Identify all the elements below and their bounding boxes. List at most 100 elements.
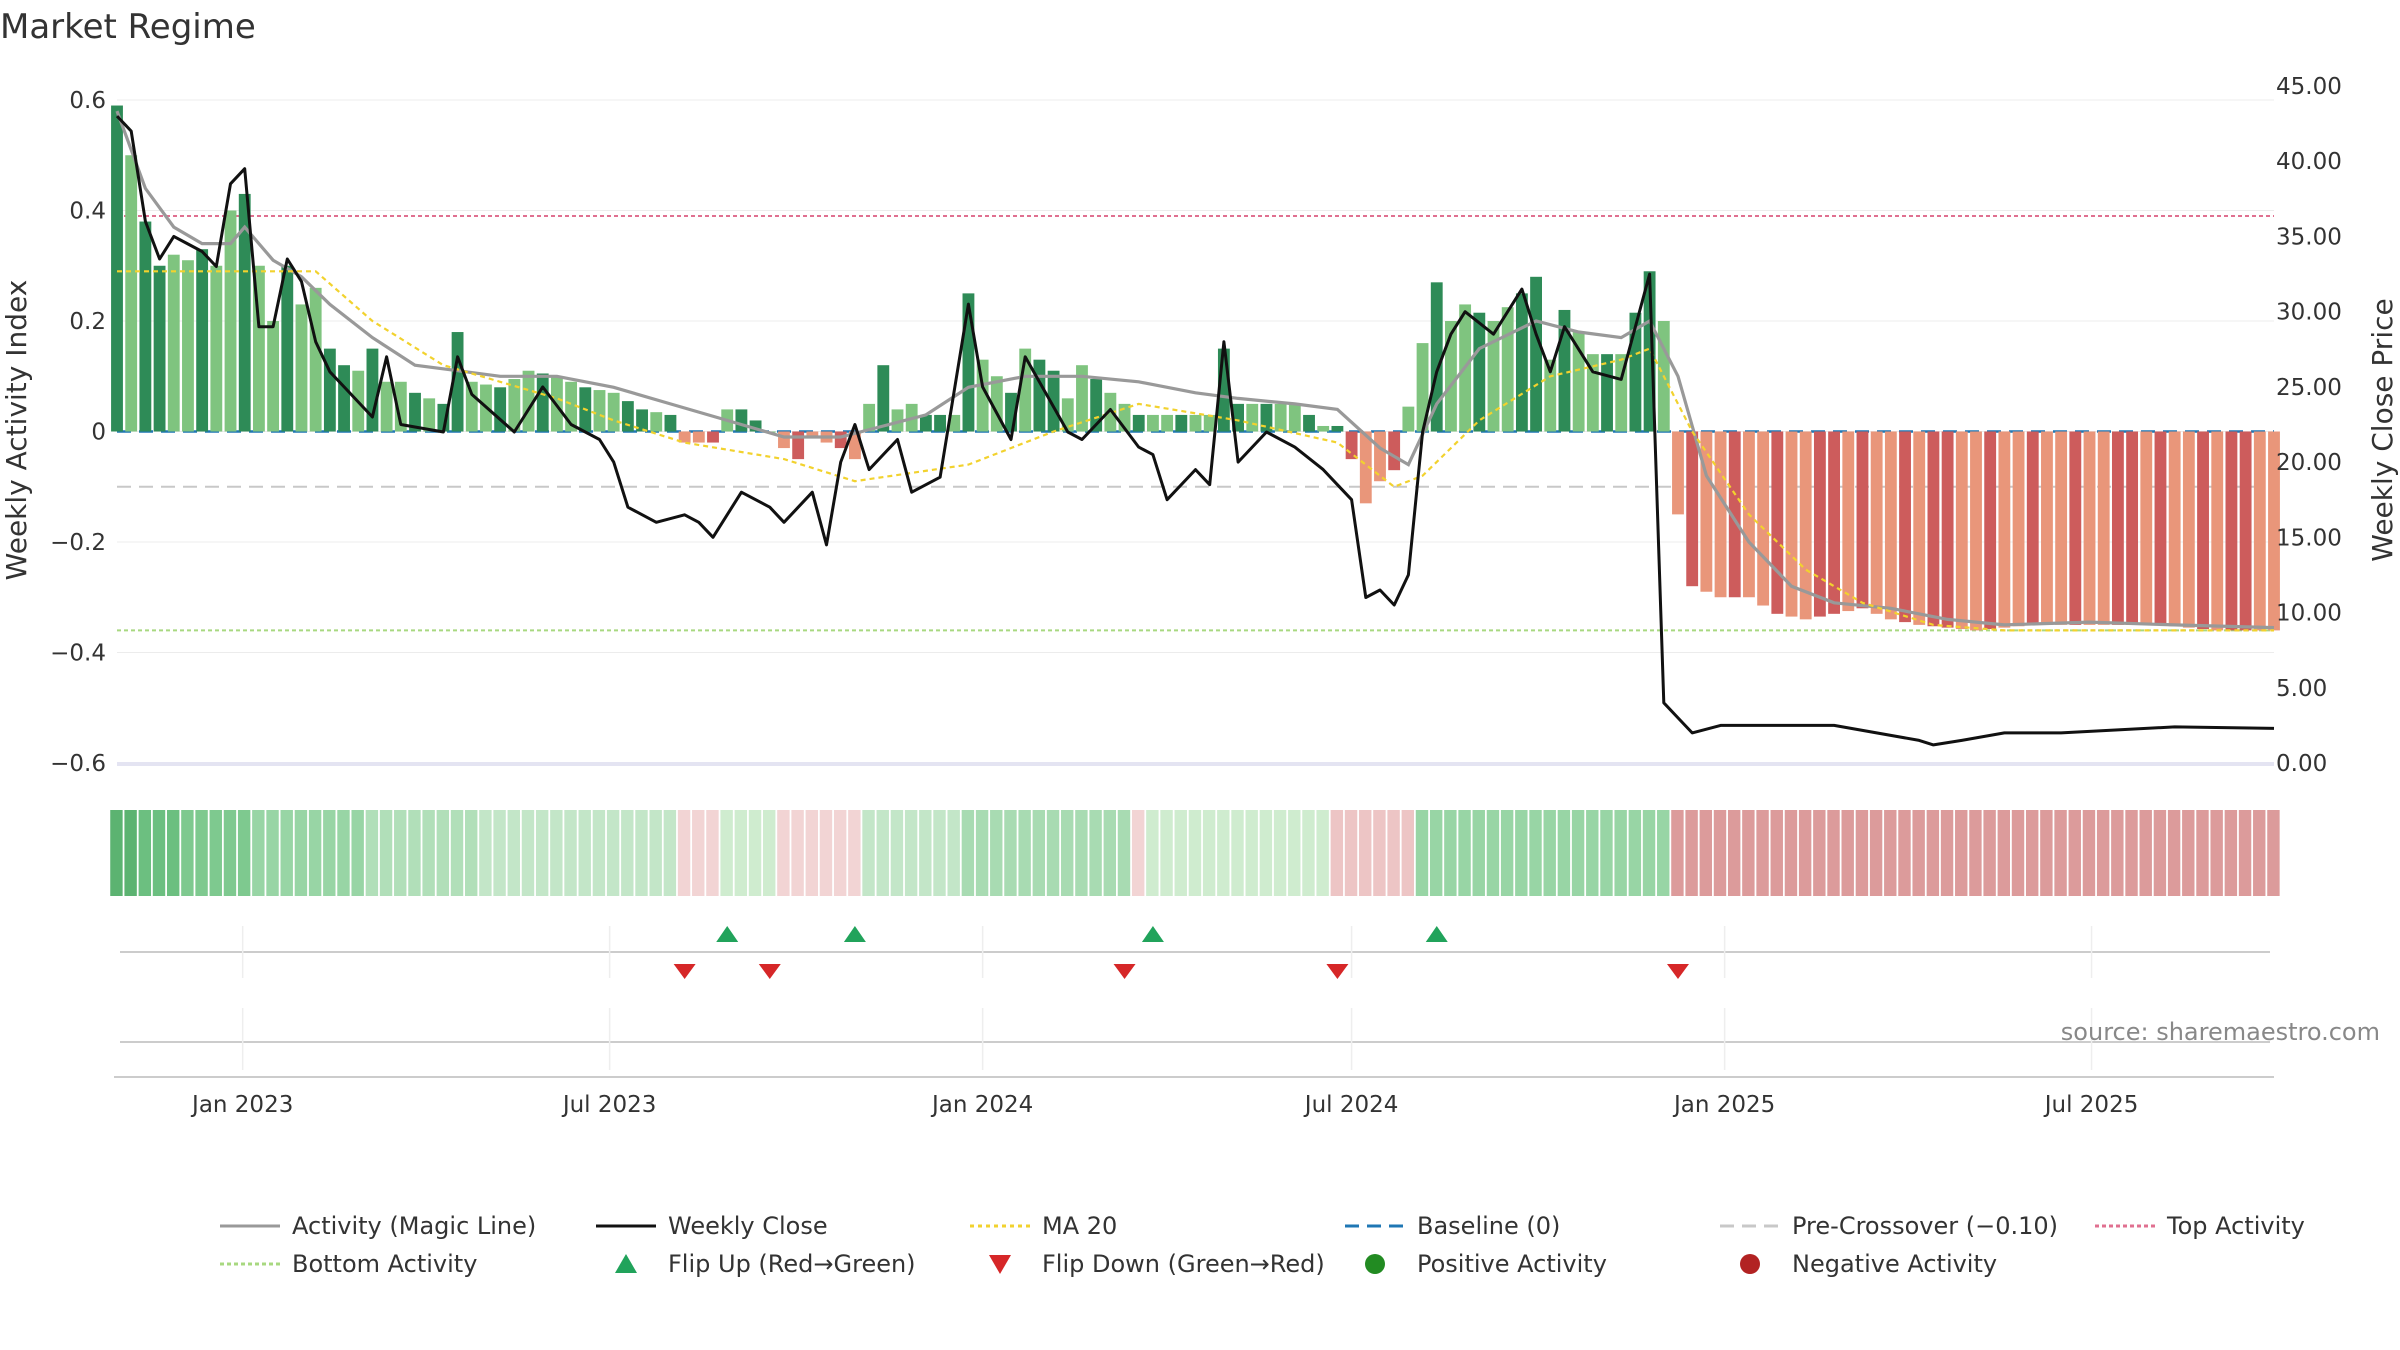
activity-bar xyxy=(1785,431,1798,617)
regime-cell xyxy=(1429,810,1443,896)
activity-bar xyxy=(1544,359,1557,432)
regime-cell xyxy=(890,810,904,896)
legend-item: Baseline (0) xyxy=(1345,1212,1560,1240)
regime-cell xyxy=(763,810,776,896)
activity-bar xyxy=(2168,431,2181,627)
regime-cell xyxy=(351,810,364,896)
regime-cell xyxy=(1131,810,1145,896)
regime-cell xyxy=(961,810,975,896)
right-tick-label: 20.00 xyxy=(2276,450,2342,476)
regime-cell xyxy=(1415,810,1429,896)
activity-bar xyxy=(1288,403,1301,432)
regime-cell xyxy=(1628,810,1642,896)
right-tick-label: 45.00 xyxy=(2276,74,2342,100)
regime-cell xyxy=(1018,810,1031,896)
activity-bar xyxy=(891,409,904,432)
regime-cell xyxy=(2153,810,2167,896)
activity-bar xyxy=(423,398,436,432)
series-lines xyxy=(115,110,2275,747)
regime-cell xyxy=(2238,810,2252,896)
regime-cell xyxy=(166,810,180,896)
regime-cell xyxy=(621,810,634,896)
activity-bar xyxy=(1970,431,1982,631)
regime-cell xyxy=(1983,810,1996,896)
activity-bar xyxy=(735,409,748,432)
regime-cell xyxy=(152,810,166,896)
activity-bar xyxy=(934,414,946,432)
flip-down-marker xyxy=(758,964,781,979)
activity-bar xyxy=(1771,431,1784,614)
flip-down-marker xyxy=(1113,964,1136,979)
activity-bar xyxy=(565,381,578,432)
regime-cell xyxy=(1571,810,1585,896)
regime-cell xyxy=(2210,810,2223,896)
activity-bar xyxy=(1232,403,1244,432)
regime-cell xyxy=(933,810,946,896)
regime-cell xyxy=(2068,810,2081,896)
regime-cell xyxy=(124,810,137,896)
activity-bar xyxy=(636,409,648,432)
activity-bar xyxy=(2211,431,2224,631)
regime-cell xyxy=(436,810,450,896)
activity-bar xyxy=(295,304,308,432)
activity-bar xyxy=(678,431,691,443)
regime-cell xyxy=(2182,810,2195,896)
activity-bar xyxy=(1572,332,1585,432)
regime-cell xyxy=(1160,810,1173,896)
regime-cell xyxy=(819,810,833,896)
legend-item: MA 20 xyxy=(970,1212,1117,1240)
regime-cell xyxy=(1515,810,1528,896)
legend-label: Negative Activity xyxy=(1792,1250,1997,1278)
activity-bar xyxy=(593,390,606,432)
right-tick-label: 30.00 xyxy=(2276,300,2342,326)
activity-bar xyxy=(196,249,209,432)
legend-swatch xyxy=(615,1254,637,1273)
activity-bar xyxy=(1359,431,1372,504)
activity-bar xyxy=(111,105,123,432)
activity-bar xyxy=(1317,425,1330,432)
activity-bar xyxy=(848,431,861,460)
activity-bar xyxy=(1828,431,1841,614)
regime-cell xyxy=(507,810,520,896)
axes: 0.6 0.4 0.2 0 −0.2 −0.4 −0.6 45.00 40.00 35.00 30.… xyxy=(0,74,2399,777)
right-tick-label: 10.00 xyxy=(2276,601,2342,627)
activity-bar xyxy=(1757,431,1770,606)
regime-cell xyxy=(479,810,492,896)
activity-bar xyxy=(252,265,265,432)
activity-bar xyxy=(1813,431,1826,617)
regime-cell xyxy=(1288,810,1301,896)
activity-bar xyxy=(1430,282,1443,432)
activity-bar xyxy=(1374,431,1386,482)
x-tick-label: Jul 2024 xyxy=(1303,1092,1399,1118)
activity-bar xyxy=(2041,431,2053,625)
activity-bar xyxy=(1217,348,1230,432)
activity-bar xyxy=(2097,431,2110,625)
activity-bar xyxy=(1033,359,1046,432)
regime-cell xyxy=(1500,810,1514,896)
activity-bar xyxy=(224,210,237,432)
activity-bar xyxy=(806,431,819,438)
activity-bar xyxy=(1686,431,1699,587)
activity-bar xyxy=(1927,431,1940,627)
activity-bar xyxy=(522,370,535,432)
regime-cell xyxy=(195,810,208,896)
regime-cell xyxy=(1926,810,1940,896)
regime-cell xyxy=(1784,810,1798,896)
activity-bar xyxy=(1345,431,1358,460)
activity-bar xyxy=(2239,431,2252,631)
activity-bar xyxy=(650,412,663,432)
activity-bar xyxy=(1416,343,1429,432)
flip-up-marker xyxy=(716,926,739,942)
activity-bar xyxy=(1175,414,1188,432)
right-tick-label: 40.00 xyxy=(2276,149,2342,175)
regime-cell xyxy=(2082,810,2096,896)
regime-cell xyxy=(706,810,719,896)
regime-cell xyxy=(592,810,606,896)
legend-label: Positive Activity xyxy=(1417,1250,1607,1278)
activity-bar xyxy=(2182,431,2195,628)
regime-cell xyxy=(252,810,265,896)
right-tick-label: 5.00 xyxy=(2276,676,2327,702)
activity-bar xyxy=(1728,431,1741,598)
activity-bar xyxy=(2268,431,2280,631)
activity-bar xyxy=(919,414,932,432)
